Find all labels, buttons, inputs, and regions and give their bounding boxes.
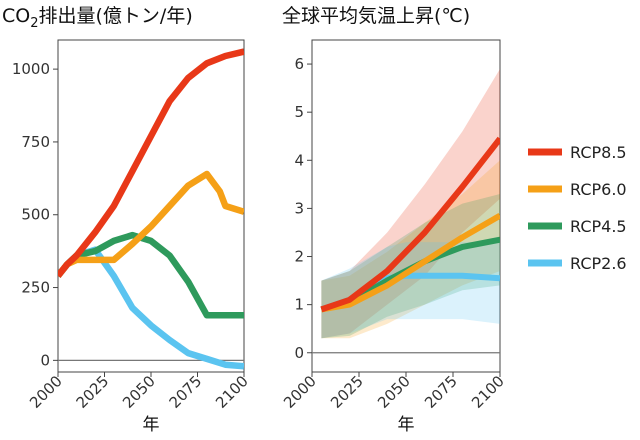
emissions-y-tick-label: 500 [21, 206, 50, 224]
temperature-y-tick-label: 6 [294, 55, 304, 73]
temperature-x-tick-label: 2075 [421, 372, 461, 412]
legend-label-rcp45: RCP4.5 [570, 217, 627, 236]
temperature-y-tick-label: 5 [294, 103, 304, 121]
emissions-x-tick-label: 2050 [119, 372, 159, 412]
legend-label-rcp26: RCP2.6 [570, 254, 627, 273]
temperature-y-tick-label: 4 [294, 151, 304, 169]
temperature-plot-area [311, 39, 501, 373]
emissions-y-tick-label: 0 [40, 351, 50, 369]
emissions-panel: 0 250 500 750 1000 2000 2025 2050 2075 2100 [12, 39, 252, 412]
emissions-x-tick-label: 2075 [166, 372, 206, 412]
temperature-y-tick-label: 2 [294, 248, 304, 266]
emissions-chart-title: CO2排出量(億トン/年) [2, 5, 193, 31]
emissions-x-tick-label: 2100 [212, 372, 252, 412]
temperature-x-tick-label: 2050 [374, 372, 414, 412]
legend-label-rcp85: RCP8.5 [570, 143, 627, 162]
emissions-line-rcp85 [58, 48, 244, 278]
temperature-y-tick-label: 3 [294, 199, 304, 217]
legend-label-rcp60: RCP6.0 [570, 180, 627, 199]
emissions-x-axis-label: 年 [143, 415, 160, 435]
temperature-chart-title: 全球平均気温上昇(℃) [282, 5, 470, 27]
emissions-y-tick-label: 1000 [12, 60, 50, 78]
temperature-y-tick-label: 1 [294, 296, 304, 314]
emissions-y-tick-label: 250 [21, 279, 50, 297]
temperature-band-rcp85 [321, 68, 500, 339]
temperature-x-axis-label: 年 [398, 415, 415, 435]
temperature-panel: 0 1 2 3 4 5 6 2000 2025 2050 2075 2100 [280, 39, 508, 412]
emissions-y-tick-label: 750 [21, 133, 50, 151]
temperature-x-tick-label: 2025 [327, 372, 367, 412]
temperature-line-rcp85 [320, 136, 500, 313]
temperature-band-rcp26 [321, 242, 500, 339]
emissions-x-tick-label: 2000 [26, 372, 66, 412]
emissions-x-tick-label: 2025 [73, 372, 113, 412]
temperature-x-tick-label: 2100 [468, 372, 508, 412]
temperature-y-tick-label: 0 [294, 344, 304, 362]
temperature-x-tick-label: 2000 [280, 372, 320, 412]
legend: RCP8.5 RCP6.0 RCP4.5 RCP2.6 [528, 143, 627, 273]
temperature-line-rcp60 [320, 213, 500, 313]
